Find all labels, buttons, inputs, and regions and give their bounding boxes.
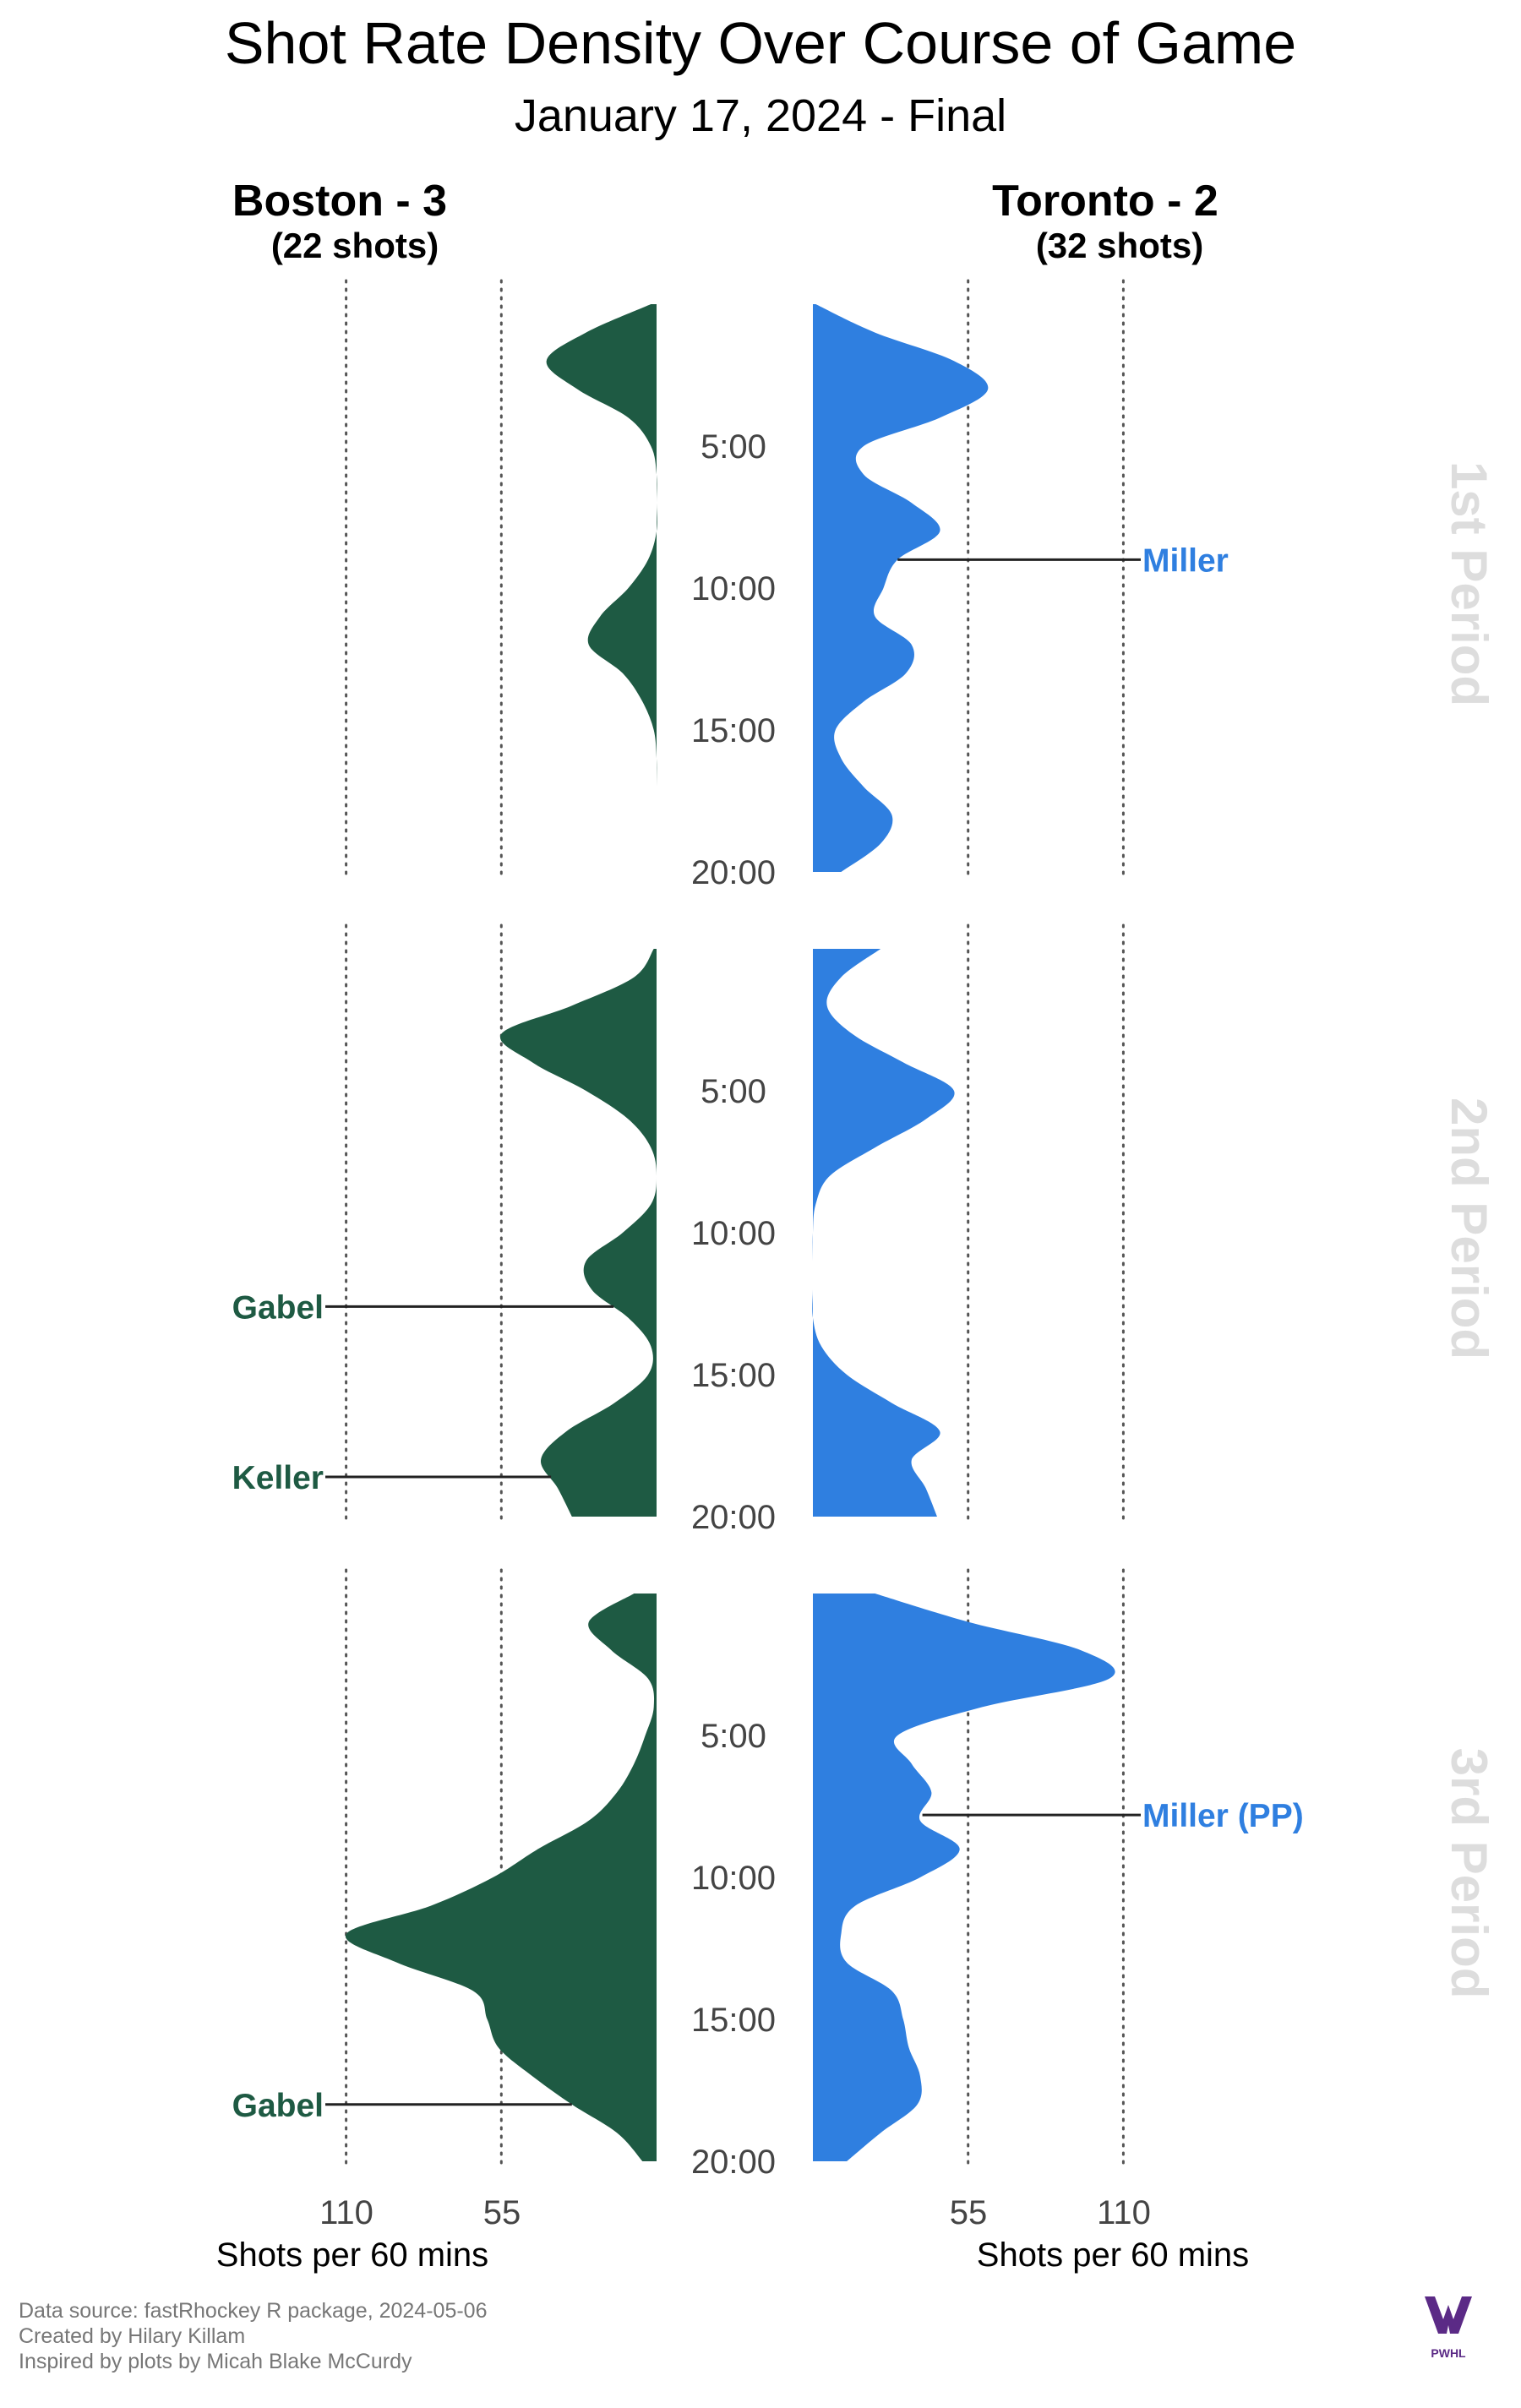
time-tick-period-1-20: 20:00 xyxy=(691,854,776,891)
time-tick-period-2-5: 5:00 xyxy=(701,1073,766,1110)
period-label-3: 3rd Period xyxy=(1441,1748,1497,1999)
time-ticks: 5:00 10:00 15:00 20:00 5:00 10:00 15:00 20:00 5:… xyxy=(691,428,776,2181)
caption-created-by: Created by Hilary Killam xyxy=(19,2324,245,2348)
toronto-density-period-3 xyxy=(813,1594,1115,2161)
right-x-axis-title: Shots per 60 mins xyxy=(977,2236,1249,2274)
time-tick-period-3-15: 15:00 xyxy=(691,2002,776,2039)
right-x-tick-110: 110 xyxy=(1097,2194,1151,2231)
caption-inspired-by: Inspired by plots by Micah Blake McCurdy xyxy=(19,2350,412,2373)
boston-density-period-2 xyxy=(499,949,657,1517)
boston-heading: Boston - 3 xyxy=(232,177,447,226)
time-tick-period-3-10: 10:00 xyxy=(691,1860,776,1897)
caption-data-source: Data source: fastRhockey R package, 2024… xyxy=(19,2299,487,2323)
grid-lines xyxy=(345,279,1125,2171)
left-x-axis-title: Shots per 60 mins xyxy=(216,2236,488,2274)
toronto-density-period-2 xyxy=(812,949,955,1517)
goal-label-boston-1: Gabel xyxy=(232,1289,324,1326)
chart-subtitle: January 17, 2024 - Final xyxy=(515,90,1006,141)
goal-annotations: Miller Gabel Keller Miller (PP) Gabel xyxy=(232,542,1304,2123)
goal-label-boston-4: Gabel xyxy=(232,2088,324,2124)
left-x-tick-55: 55 xyxy=(483,2194,521,2231)
period-labels: 1st Period 2nd Period 3rd Period xyxy=(1441,461,1497,1998)
time-tick-period-1-5: 5:00 xyxy=(701,428,766,466)
time-tick-period-2-20: 20:00 xyxy=(691,1499,776,1536)
period-label-2: 2nd Period xyxy=(1441,1098,1497,1359)
toronto-heading: Toronto - 2 xyxy=(992,177,1218,226)
toronto-density-period-1 xyxy=(813,304,989,872)
time-tick-period-1-15: 15:00 xyxy=(691,712,776,749)
pwhl-logo-mark xyxy=(1425,2296,1472,2334)
boston-density-period-3 xyxy=(345,1594,657,2161)
goal-label-boston-2: Keller xyxy=(232,1460,324,1496)
time-tick-period-2-15: 15:00 xyxy=(691,1357,776,1394)
goal-label-toronto-3: Miller (PP) xyxy=(1142,1798,1304,1834)
density-areas xyxy=(345,304,1115,2161)
pwhl-logo: PWHL xyxy=(1425,2296,1472,2360)
pwhl-logo-text: PWHL xyxy=(1431,2346,1466,2360)
time-tick-period-3-5: 5:00 xyxy=(701,1718,766,1755)
toronto-shots-label: (32 shots) xyxy=(1036,226,1203,265)
time-tick-period-2-10: 10:00 xyxy=(691,1215,776,1252)
period-label-1: 1st Period xyxy=(1441,461,1497,706)
boston-density-period-1 xyxy=(546,304,657,872)
right-x-tick-55: 55 xyxy=(950,2194,988,2231)
left-x-tick-110: 110 xyxy=(319,2194,373,2231)
time-tick-period-3-20: 20:00 xyxy=(691,2144,776,2181)
chart-title: Shot Rate Density Over Course of Game xyxy=(225,10,1296,76)
boston-shots-label: (22 shots) xyxy=(271,226,439,265)
time-tick-period-1-10: 10:00 xyxy=(691,570,776,607)
goal-label-toronto-0: Miller xyxy=(1142,542,1229,579)
